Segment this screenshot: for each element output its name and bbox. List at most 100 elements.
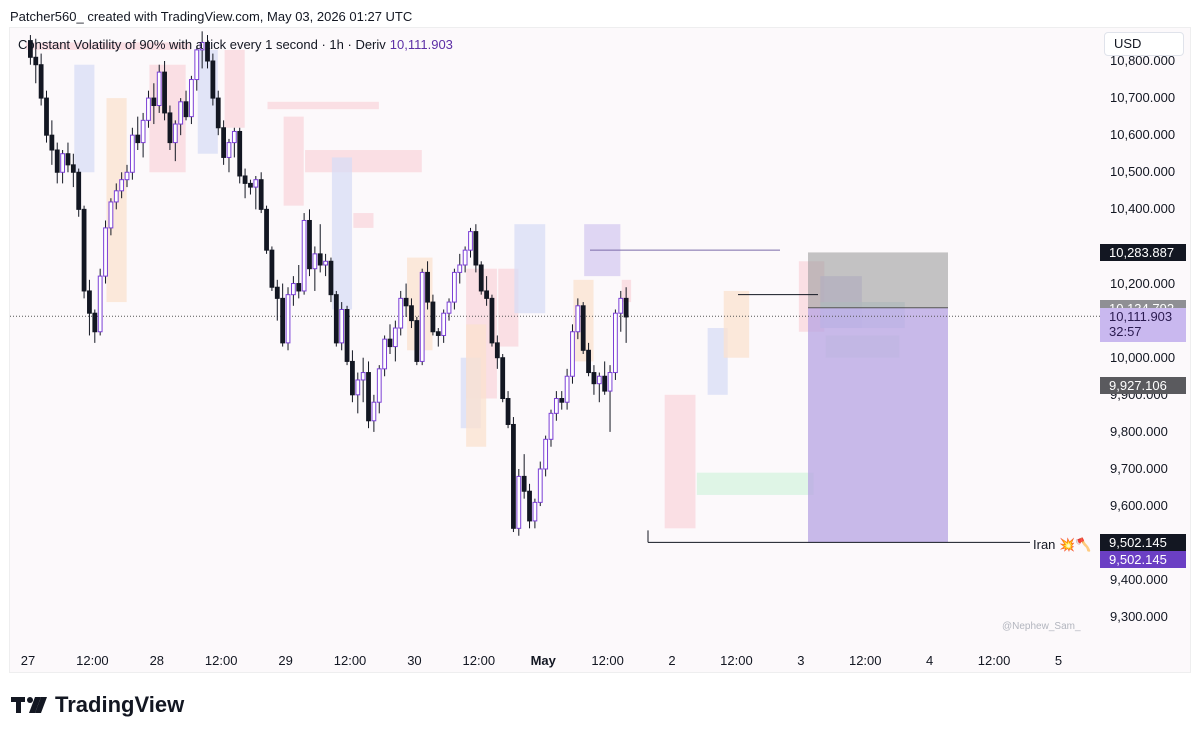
candle-down (248, 182, 253, 188)
chart-legend[interactable]: Constant Volatility of 90% with a tick e… (18, 37, 453, 52)
time-tick-label: 12:00 (977, 653, 1011, 668)
candle-down (489, 297, 495, 344)
candle-up (537, 468, 543, 503)
candle-down (591, 372, 597, 385)
zones-layer (26, 42, 905, 529)
candle-up (419, 271, 425, 362)
candle-up (613, 312, 618, 374)
candle-up (382, 338, 388, 370)
candle-up (119, 179, 125, 192)
candle-up (355, 379, 361, 396)
zone-bullish (514, 224, 546, 314)
candle-down (215, 97, 221, 129)
candle-up (570, 331, 575, 377)
candle-up (441, 312, 447, 336)
candle-up (376, 368, 382, 403)
iran-annotation[interactable]: Iran 💥🪓 (1033, 537, 1092, 552)
price-tag: 9,502.145 (1100, 551, 1186, 569)
candle-up (553, 398, 559, 414)
candle-down (92, 312, 98, 333)
candle-up (231, 130, 237, 144)
zone-bullish (74, 64, 95, 173)
price-tick-label: 9,400.000 (1110, 572, 1168, 588)
time-tick-label: May (530, 653, 556, 668)
candle-up (60, 153, 66, 173)
candle-down (387, 338, 393, 348)
candle-down (328, 260, 334, 296)
candle-down (602, 375, 608, 392)
candle-up (532, 501, 538, 522)
zone-bullish (331, 157, 353, 310)
candle-down (414, 320, 420, 362)
candle-down (559, 398, 565, 403)
level-lines (10, 249, 1100, 543)
bar-countdown: 32:57 (1109, 324, 1142, 340)
candle-down (586, 349, 591, 374)
footer-brand: TradingView (11, 692, 184, 718)
symbol-title[interactable]: Constant Volatility of 90% with a tick e… (18, 37, 386, 52)
time-tick-label: 2 (668, 653, 676, 668)
candle-down (221, 127, 227, 158)
candle-down (183, 101, 189, 118)
price-tick-label: 9,800.000 (1110, 423, 1168, 439)
price-tag: 9,502.145 (1100, 534, 1186, 552)
candle-down (28, 40, 33, 58)
candle-down (494, 342, 500, 359)
candle-up (194, 49, 200, 81)
price-tick-label: 10,600.000 (1110, 127, 1176, 143)
candle-down (317, 253, 323, 266)
candle-down (500, 357, 506, 400)
candle-up (312, 253, 318, 270)
zone-bearish (664, 394, 696, 529)
position-target-zone (808, 252, 948, 308)
candle-up (371, 401, 377, 422)
candle-up (253, 179, 259, 188)
candle-down (44, 97, 49, 136)
candle-up (468, 231, 473, 251)
candle-up (451, 271, 457, 303)
candle-down (135, 134, 141, 144)
currency-button[interactable]: USD (1104, 32, 1184, 56)
candle-up (189, 79, 194, 118)
candle-down (76, 171, 82, 210)
zone-bearish (224, 49, 245, 128)
zone-bullish_green (696, 472, 814, 495)
candle-down (258, 179, 264, 210)
price-tick-label: 9,300.000 (1110, 609, 1168, 625)
candle-down (403, 297, 409, 307)
candle-up (178, 101, 184, 125)
candle-up (103, 227, 108, 277)
author-watermark: @Nephew_Sam_ (1002, 621, 1081, 632)
candle-down (280, 297, 286, 344)
candle-down (505, 398, 511, 425)
candle-up (113, 190, 119, 203)
candle-down (70, 164, 76, 173)
candle-up (607, 372, 613, 392)
candle-down (623, 297, 629, 318)
candle-up (108, 201, 114, 229)
candle-up (97, 275, 103, 333)
time-tick-label: 12:00 (204, 653, 238, 668)
candle-down (478, 264, 484, 292)
candle-down (511, 423, 516, 529)
candle-up (146, 97, 151, 121)
price-tick-label: 10,800.000 (1110, 53, 1176, 68)
price-tick-label: 10,200.000 (1110, 275, 1176, 291)
last-value: 10,111.903 (389, 37, 453, 52)
candle-up (360, 372, 366, 381)
price-tag: 10,111.903 32:57 (1100, 308, 1186, 343)
time-tick-label: 12:00 (333, 653, 367, 668)
candle-up (446, 301, 452, 314)
time-tick-label: 12:00 (720, 653, 753, 668)
candle-down (521, 475, 527, 492)
candle-down (296, 283, 302, 292)
candle-up (457, 264, 463, 273)
candle-down (344, 308, 350, 362)
candle-down (333, 294, 339, 344)
candle-up (575, 305, 581, 333)
time-tick-label: 5 (1054, 653, 1063, 668)
price-tick-label: 9,600.000 (1110, 498, 1168, 514)
candle-down (87, 290, 92, 314)
candle-down (33, 56, 39, 66)
